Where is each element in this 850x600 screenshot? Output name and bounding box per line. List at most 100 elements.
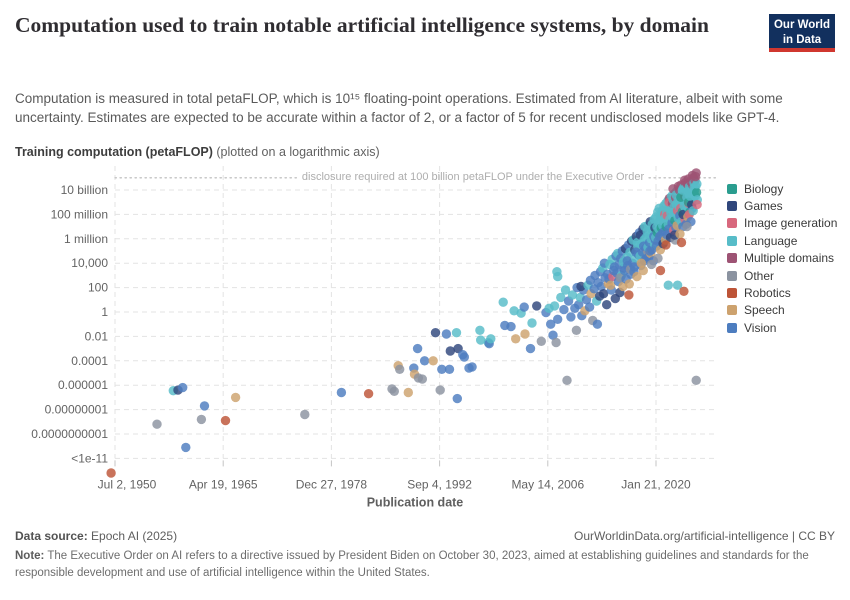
footer-note-label: Note: [15, 550, 45, 562]
legend-swatch-icon [727, 218, 737, 229]
data-point [511, 334, 521, 344]
threshold-annotation: disclosure required at 100 billion petaF… [302, 171, 645, 183]
data-point [653, 253, 663, 263]
data-point [638, 265, 648, 276]
legend-label: Robotics [744, 286, 791, 301]
data-point [691, 187, 702, 198]
data-point [441, 329, 452, 339]
data-point [576, 281, 586, 292]
legend-item-games[interactable]: Games [727, 197, 837, 214]
y-tick-label: <1e-11 [71, 451, 108, 465]
data-source-label: Data source: [15, 529, 88, 543]
data-point [636, 258, 646, 268]
y-tick-label: 10,000 [71, 256, 108, 270]
legend-item-multiple-domains[interactable]: Multiple domains [727, 250, 837, 267]
footer-note-text: The Executive Order on AI refers to a di… [15, 550, 809, 580]
data-point [679, 286, 689, 296]
data-point [553, 314, 563, 324]
owid-link[interactable]: OurWorldinData.org/artificial-intelligen… [574, 529, 835, 543]
y-tick-label: 100 [88, 281, 108, 295]
data-point [536, 336, 546, 346]
legend-swatch-icon [727, 322, 737, 333]
data-point [178, 382, 188, 393]
data-point [444, 364, 455, 374]
data-point [624, 290, 634, 300]
legend-item-image-generation[interactable]: Image generation [727, 215, 837, 232]
legend-label: Image generation [744, 216, 838, 231]
y-axis-title: Training computation (petaFLOP) (plotted… [15, 145, 380, 159]
data-point [551, 337, 561, 348]
data-point [106, 468, 116, 478]
x-axis-title: Publication date [367, 495, 464, 509]
legend-label: Vision [744, 320, 777, 335]
data-point [181, 442, 191, 453]
legend-item-speech[interactable]: Speech [727, 302, 837, 319]
x-tick-label: May 14, 2006 [511, 477, 584, 491]
legend-swatch-icon [727, 253, 737, 264]
data-point [452, 393, 462, 404]
data-point [562, 375, 572, 385]
data-point [152, 419, 162, 429]
data-point [566, 312, 576, 322]
legend-swatch-icon [727, 235, 737, 246]
data-point [592, 319, 603, 329]
legend-label: Speech [744, 303, 785, 318]
legend-item-biology[interactable]: Biology [727, 180, 837, 197]
scatter-plot[interactable]: Jul 2, 1950 Apr 19, 1965 Dec 27, 1978 Sep 4… [0, 148, 850, 522]
data-point [567, 290, 578, 300]
data-point [672, 280, 683, 290]
data-point [435, 385, 445, 395]
data-point [519, 302, 529, 312]
data-point [498, 297, 508, 307]
data-point [430, 328, 441, 338]
data-point [646, 259, 657, 270]
data-point [571, 325, 582, 335]
data-point [459, 352, 469, 362]
legend-item-other[interactable]: Other [727, 267, 837, 284]
legend-item-robotics[interactable]: Robotics [727, 284, 837, 301]
data-point [584, 302, 595, 312]
data-point [655, 265, 666, 276]
legend-item-vision[interactable]: Vision [727, 319, 837, 336]
data-point [300, 409, 310, 420]
data-point [475, 325, 485, 335]
data-point [682, 221, 692, 232]
data-point [546, 319, 556, 329]
y-tick-label: 0.0001 [71, 354, 108, 368]
data-point [532, 301, 542, 311]
owid-logo-line1: Our World [773, 19, 830, 31]
owid-logo[interactable]: Our World in Data [769, 14, 835, 52]
page-title: Computation used to train notable artifi… [15, 13, 709, 37]
data-point [419, 356, 430, 366]
data-point [690, 171, 701, 182]
legend-item-language[interactable]: Language [727, 232, 837, 249]
x-tick-label: Jul 2, 1950 [98, 477, 157, 491]
y-tick-label: 0.00000001 [45, 403, 109, 417]
data-point [196, 414, 207, 425]
legend-swatch-icon [727, 305, 737, 316]
data-point [548, 330, 558, 340]
data-point [549, 301, 560, 311]
data-point [506, 321, 516, 332]
data-point [553, 271, 563, 282]
y-tick-label: 1 million [64, 232, 108, 246]
data-point [691, 375, 701, 385]
data-point [559, 304, 569, 315]
executive-order-threshold: disclosure required at 100 billion petaF… [114, 171, 717, 183]
data-point [451, 328, 462, 338]
x-tick-label: Sep 4, 1992 [407, 477, 472, 491]
y-tick-label: 1 [101, 305, 108, 319]
legend-label: Other [744, 268, 775, 283]
legend-label: Multiple domains [744, 251, 835, 266]
footer-note: Note: The Executive Order on AI refers t… [15, 548, 835, 582]
legend-label: Games [744, 199, 783, 214]
scatter-points[interactable] [106, 168, 702, 478]
data-point [605, 280, 616, 290]
legend-label: Language [744, 233, 798, 248]
data-point [556, 292, 566, 303]
data-point [692, 199, 702, 210]
data-point [437, 364, 447, 374]
data-point [486, 334, 496, 344]
y-axis-title-bold: Training computation (petaFLOP) [15, 145, 213, 159]
